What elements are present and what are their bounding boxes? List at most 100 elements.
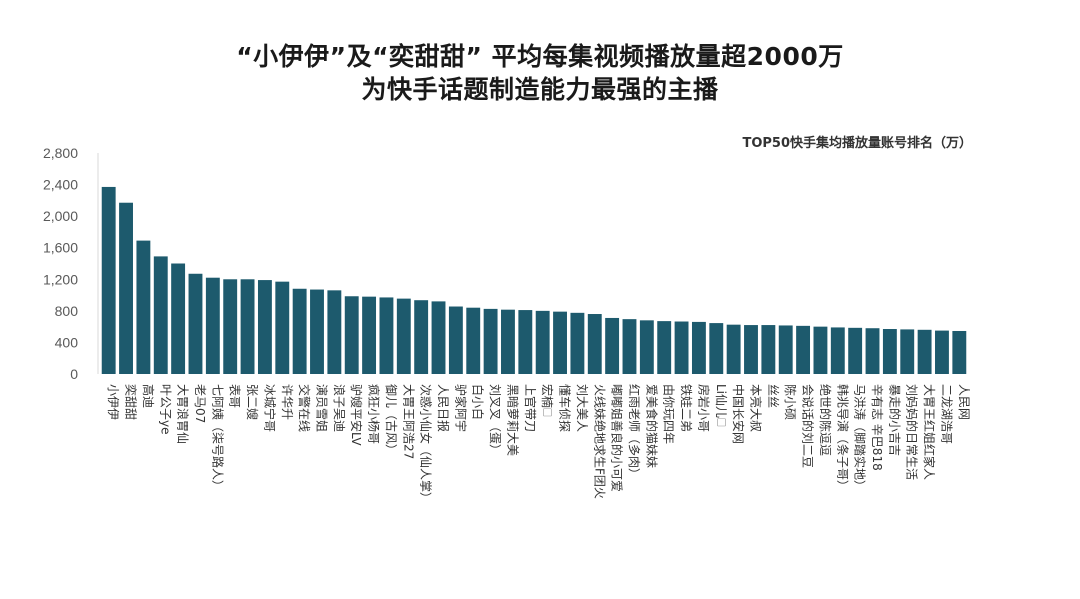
- x-tick-label: 懂车侦探: [558, 384, 573, 432]
- y-tick-label: 1,600: [43, 240, 78, 256]
- x-tick-label: 二龙湖浩哥: [939, 384, 954, 444]
- bar: [709, 323, 724, 374]
- bar: [900, 329, 915, 374]
- bar: [570, 312, 585, 374]
- bar: [257, 280, 272, 374]
- x-tick-label: 黑暗萝莉大美: [505, 384, 520, 456]
- chart-caption: TOP50快手集均播放量账号排名（万）: [742, 136, 972, 151]
- x-tick-label: 中国长安网: [731, 384, 746, 444]
- x-tick-label: 会说话的刘二豆: [801, 384, 816, 468]
- bar: [344, 296, 359, 374]
- x-tick-label: 马洪涛（脚踏实地）: [853, 384, 868, 492]
- x-tick-label: 七阿姨（柒号路人）: [210, 384, 225, 492]
- bar: [292, 288, 307, 374]
- x-tick-label: 上官带刀: [523, 384, 538, 432]
- x-tick-label: 刘妈妈的日常生活: [905, 384, 920, 480]
- bar: [917, 329, 932, 374]
- x-tick-label: 驴嫂平安LV: [349, 384, 364, 446]
- x-tick-label: 许华升: [280, 384, 294, 420]
- bar: [153, 256, 168, 374]
- x-tick-label: 浪子吴迪: [332, 384, 347, 432]
- x-tick-label: 火线妹绝地求生F团火: [592, 384, 607, 499]
- bar: [483, 308, 498, 374]
- bar: [726, 324, 741, 374]
- bar: [188, 273, 203, 374]
- x-tick-label: 演员雪姐: [315, 384, 330, 432]
- bar: [848, 327, 863, 374]
- bar: [240, 279, 255, 374]
- x-tick-label: 爱美食的猫妹妹: [644, 384, 659, 468]
- x-tick-label: 老马07: [193, 384, 207, 423]
- bar: [674, 321, 689, 374]
- bar: [466, 307, 481, 374]
- bar: [813, 326, 828, 374]
- bar: [587, 314, 602, 374]
- bar: [657, 321, 672, 374]
- y-tick-label: 0: [70, 366, 78, 382]
- bar: [327, 290, 342, 374]
- x-tick-label: 御儿（古风）: [384, 384, 399, 456]
- x-tick-label: 大胃浪胃仙: [176, 384, 191, 444]
- x-tick-label: 刘大美人: [575, 384, 589, 432]
- bar: [778, 325, 793, 374]
- bar: [553, 311, 567, 374]
- bar: [830, 327, 845, 374]
- x-tick-label: 叶公子ye: [158, 384, 172, 435]
- x-tick-label: 宏楠🗆: [540, 384, 555, 417]
- bar: [379, 297, 394, 374]
- x-tick-label: 疯狂小杨哥: [367, 384, 382, 444]
- x-tick-label: 嘟嘟姐善良的小可爱: [610, 384, 625, 492]
- bar: [535, 310, 550, 374]
- bar: [952, 330, 967, 374]
- y-tick-label: 400: [55, 334, 79, 350]
- x-tick-label: 韩兆导演（条子哥）: [835, 384, 850, 492]
- bar: [691, 321, 706, 374]
- bar: [639, 320, 654, 374]
- x-tick-label: 大胃王阿浩27: [401, 384, 415, 459]
- bar: [882, 329, 897, 374]
- x-tick-label: 大胃王红姐红家人: [922, 384, 937, 480]
- bar: [396, 298, 411, 374]
- x-tick-label: 交警在线: [297, 384, 312, 432]
- x-tick-label: 辛有志 辛巴818: [870, 384, 884, 471]
- bar: [501, 309, 515, 374]
- x-tick-label: 高迪: [141, 384, 156, 408]
- x-tick-label: 房岩小哥: [696, 384, 711, 432]
- x-tick-label: 刘叉叉（蛋）: [488, 384, 502, 456]
- bar: [431, 301, 446, 374]
- bar: [362, 296, 377, 374]
- x-tick-label: 人民网: [957, 384, 971, 420]
- x-tick-label: 本亮大叔: [749, 384, 764, 432]
- x-tick-label: 小伊伊: [106, 384, 120, 420]
- x-tick-label: 由你玩四年: [662, 384, 676, 444]
- bar: [223, 279, 238, 374]
- x-tick-label: 冰城宁哥: [262, 384, 277, 432]
- bar: [136, 240, 151, 374]
- x-tick-label: 人民日报: [436, 384, 451, 432]
- bar: [101, 186, 116, 374]
- x-tick-label: 奕甜甜: [124, 384, 139, 420]
- bar: [518, 310, 533, 374]
- x-tick-label: 丝丝: [766, 384, 780, 408]
- x-tick-label: 陈小硕: [783, 384, 798, 420]
- x-tick-label: 张二嫂: [245, 384, 259, 420]
- bar: [205, 277, 220, 374]
- y-tick-label: 800: [55, 303, 79, 319]
- y-tick-label: 2,000: [43, 208, 78, 224]
- bar: [865, 328, 880, 374]
- bar: [171, 263, 186, 374]
- title-line-1: “小伊伊”及“奕甜甜” 平均每集视频播放量超2000万: [236, 42, 844, 71]
- x-tick-label: 绝世的陈逗逗: [818, 384, 833, 456]
- bar: [744, 325, 758, 374]
- bar: [448, 306, 463, 374]
- chart-title: “小伊伊”及“奕甜甜” 平均每集视频播放量超2000万 为快手话题制造能力最强的…: [0, 40, 1080, 106]
- y-tick-label: 2,800: [43, 145, 78, 161]
- x-tick-label: 红雨老师（多肉）: [627, 384, 642, 480]
- bar: [761, 325, 776, 374]
- title-line-2: 为快手话题制造能力最强的主播: [361, 75, 719, 104]
- x-tick-label: 暴走的小吉吉: [887, 384, 902, 456]
- bar: [935, 330, 949, 374]
- x-tick-label: 驴家阿宇: [453, 384, 468, 432]
- y-tick-label: 2,400: [43, 177, 78, 193]
